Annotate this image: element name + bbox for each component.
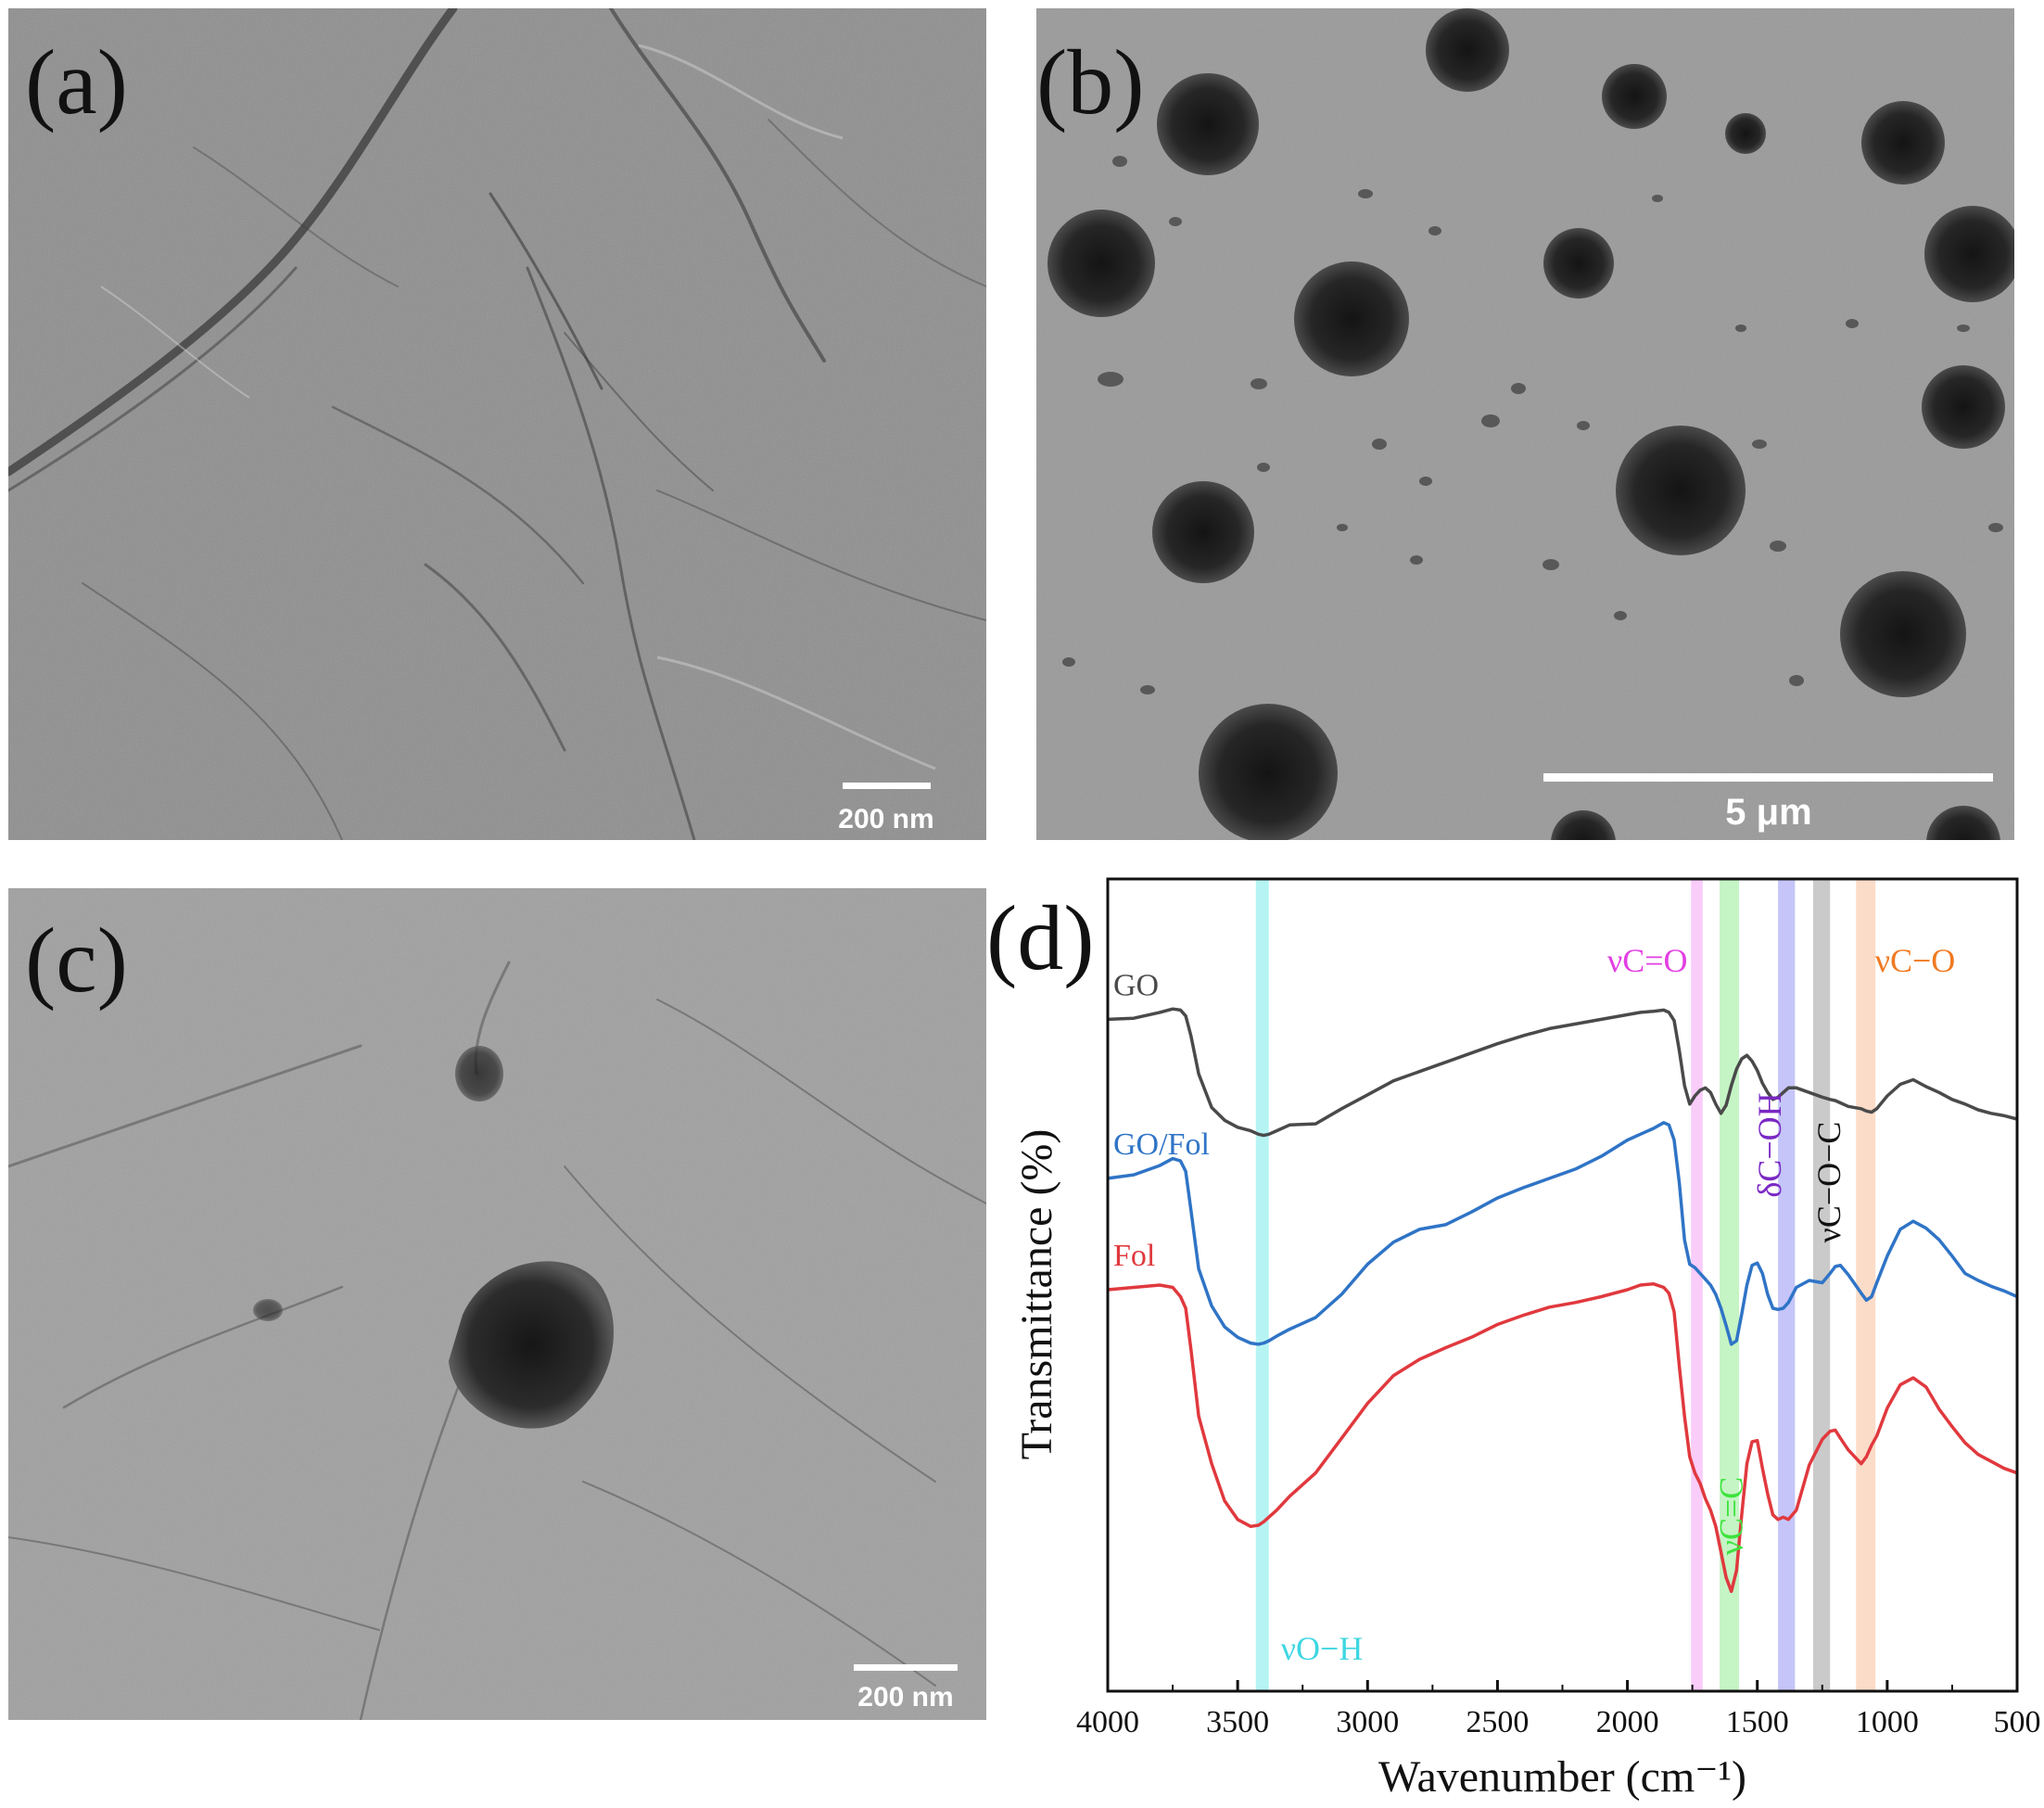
panel-b-tem-image: 5 μm (b) (1036, 8, 2014, 840)
x-tick-label-3500: 3500 (1206, 1705, 1269, 1739)
band-label-2: νC=C (1713, 1477, 1750, 1556)
series-label-go-fol: GO/Fol (1113, 1127, 1210, 1162)
band-label-0: νO−H (1281, 1630, 1364, 1667)
band-label-5: νC−O (1875, 942, 1956, 979)
panel-label-a: (a) (25, 31, 128, 134)
band-2 (1720, 879, 1740, 1691)
spectra-series (1107, 1007, 2018, 1594)
x-tick-label-2500: 2500 (1466, 1705, 1529, 1739)
x-tick-label-4000: 4000 (1076, 1705, 1139, 1739)
x-axis-ticks: 4000 3500 3000 2500 2000 1500 1000 500 (1076, 1680, 2041, 1739)
plot-frame (1106, 877, 2019, 1693)
particles-c (253, 1046, 614, 1429)
panel-a-tem-image: 200 nm (a) (8, 8, 986, 840)
scale-bar-c: 200 nm (854, 1664, 958, 1713)
band-1 (1691, 879, 1703, 1691)
x-tick-label-1000: 1000 (1856, 1705, 1919, 1739)
scale-bar-label-c: 200 nm (857, 1682, 953, 1713)
scale-bar-label-b: 5 μm (1725, 792, 1811, 833)
band-label-1: νC=O (1607, 942, 1688, 979)
panel-label-c: (c) (25, 909, 128, 1012)
particles (1047, 8, 2014, 840)
band-3 (1778, 879, 1796, 1691)
scale-bar-a: 200 nm (838, 783, 934, 834)
scale-bar-label-a: 200 nm (838, 804, 933, 834)
panel-label-d: (d) (986, 886, 1095, 989)
tem-image-c: 200 nm (8, 888, 986, 1720)
tem-image-a: 200 nm (8, 8, 986, 840)
panel-c-tem-image: 200 nm (c) (8, 888, 986, 1720)
band-label-3: δC−OH (1751, 1092, 1788, 1197)
tem-image-b: 5 μm (1036, 8, 2014, 840)
x-tick-label-2000: 2000 (1596, 1705, 1659, 1739)
y-axis-title: Transmittance (%) (1012, 1129, 1061, 1460)
x-axis-title: Wavenumber (cm⁻¹) (1378, 1752, 1746, 1802)
series-label-go: GO (1113, 968, 1159, 1002)
series-label-fol: Fol (1113, 1239, 1155, 1273)
x-tick-label-3000: 3000 (1336, 1705, 1399, 1739)
chart-labels: GO GO/Fol Fol νO−H νC=O νC=C δC−OH νC−O−C νC−O (1113, 942, 1955, 1667)
band-label-4: νC−O−C (1810, 1122, 1847, 1243)
series-line-fol (1107, 1281, 2018, 1594)
x-tick-label-500: 500 (1994, 1705, 2041, 1739)
ftir-chart-svg: 4000 3500 3000 2500 2000 1500 1000 500 GO GO/Fol… (1012, 877, 2041, 1802)
band-highlights (1255, 879, 1876, 1691)
band-5 (1856, 879, 1876, 1691)
panel-label-b: (b) (1036, 31, 1145, 134)
x-tick-label-1500: 1500 (1726, 1705, 1789, 1739)
series-line-go-fol (1107, 1121, 2018, 1346)
panel-d-ftir-chart: 4000 3500 3000 2500 2000 1500 1000 500 GO GO/Fol… (986, 867, 2044, 1808)
scale-bar-b: 5 μm (1543, 773, 1993, 833)
band-4 (1812, 879, 1831, 1691)
band-0 (1255, 879, 1269, 1691)
series-line-go (1107, 1007, 2018, 1138)
